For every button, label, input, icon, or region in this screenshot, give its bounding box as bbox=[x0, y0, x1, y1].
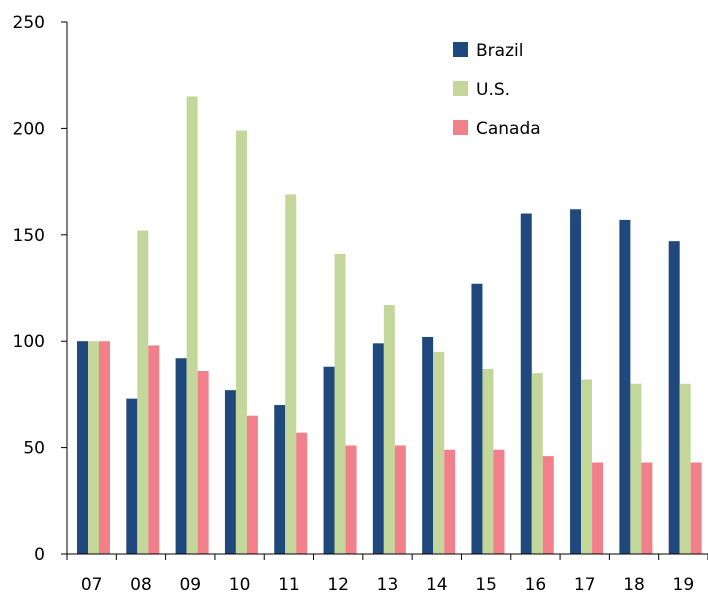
bar-brazil-09 bbox=[175, 358, 187, 554]
bar-us-13 bbox=[383, 305, 395, 554]
y-tick-label: 250 bbox=[13, 13, 45, 33]
bar-brazil-12 bbox=[323, 366, 335, 554]
bar-canada-11 bbox=[296, 432, 308, 554]
bar-canada-15 bbox=[493, 449, 505, 554]
bar-canada-12 bbox=[345, 445, 357, 554]
bar-canada-14 bbox=[444, 449, 456, 554]
legend-label-canada: Canada bbox=[476, 119, 541, 139]
legend-swatch-us bbox=[453, 81, 468, 96]
bar-us-15 bbox=[482, 368, 494, 554]
legend-swatch-canada bbox=[453, 120, 468, 135]
bar-us-19 bbox=[679, 383, 691, 554]
bar-brazil-19 bbox=[668, 241, 680, 554]
bars-layer bbox=[77, 96, 702, 555]
bar-us-10 bbox=[235, 130, 247, 554]
bar-canada-09 bbox=[197, 370, 209, 554]
legend-label-brazil: Brazil bbox=[476, 41, 523, 61]
legend-label-us: U.S. bbox=[476, 80, 510, 100]
bar-us-16 bbox=[531, 373, 543, 554]
bar-brazil-14 bbox=[422, 336, 434, 554]
bar-brazil-10 bbox=[224, 390, 236, 554]
legend: Brazil U.S. Canada bbox=[453, 41, 541, 139]
x-tick-label: 08 bbox=[130, 575, 152, 595]
bar-brazil-18 bbox=[619, 219, 631, 555]
bar-canada-07 bbox=[99, 341, 110, 554]
x-tick-label: 18 bbox=[623, 575, 645, 595]
bar-brazil-13 bbox=[372, 343, 384, 554]
x-tick-label: 13 bbox=[377, 575, 399, 595]
bar-us-14 bbox=[433, 351, 445, 554]
bar-canada-10 bbox=[246, 415, 258, 554]
bar-brazil-11 bbox=[274, 405, 286, 554]
bar-brazil-16 bbox=[520, 213, 532, 554]
bar-brazil-07 bbox=[77, 341, 88, 554]
bar-canada-16 bbox=[542, 456, 554, 554]
bar-us-09 bbox=[186, 96, 198, 554]
bar-canada-08 bbox=[148, 345, 160, 554]
axes-layer: 0 50 100 150 200 250 07 08 09 10 11 12 13 14 15 16 17 18 1… bbox=[13, 13, 708, 595]
bar-us-08 bbox=[137, 230, 149, 554]
x-tick-label: 07 bbox=[81, 575, 103, 595]
x-tick-label: 12 bbox=[327, 575, 349, 595]
bar-canada-18 bbox=[641, 462, 653, 554]
y-tick-label: 0 bbox=[34, 545, 45, 565]
bar-brazil-17 bbox=[570, 209, 582, 554]
bar-us-12 bbox=[334, 253, 346, 554]
x-tick-label: 09 bbox=[179, 575, 201, 595]
bar-brazil-15 bbox=[471, 283, 483, 554]
y-tick-label: 50 bbox=[23, 439, 45, 459]
bar-us-17 bbox=[581, 379, 593, 554]
bar-us-11 bbox=[285, 194, 297, 555]
x-tick-label: 14 bbox=[426, 575, 448, 595]
x-tick-label: 19 bbox=[673, 575, 695, 595]
legend-swatch-brazil bbox=[453, 42, 468, 57]
x-tick-label: 16 bbox=[525, 575, 547, 595]
bar-brazil-08 bbox=[126, 398, 138, 554]
bar-canada-13 bbox=[394, 445, 406, 554]
x-tick-label: 11 bbox=[278, 575, 300, 595]
bar-canada-19 bbox=[690, 462, 702, 554]
y-tick-label: 100 bbox=[13, 332, 45, 352]
bar-canada-17 bbox=[592, 462, 604, 554]
y-tick-label: 150 bbox=[13, 226, 45, 246]
y-tick-label: 200 bbox=[13, 119, 45, 139]
x-tick-label: 17 bbox=[574, 575, 596, 595]
x-tick-label: 15 bbox=[475, 575, 497, 595]
x-tick-label: 10 bbox=[229, 575, 251, 595]
bar-us-18 bbox=[630, 383, 642, 554]
bar-us-07 bbox=[88, 341, 99, 554]
